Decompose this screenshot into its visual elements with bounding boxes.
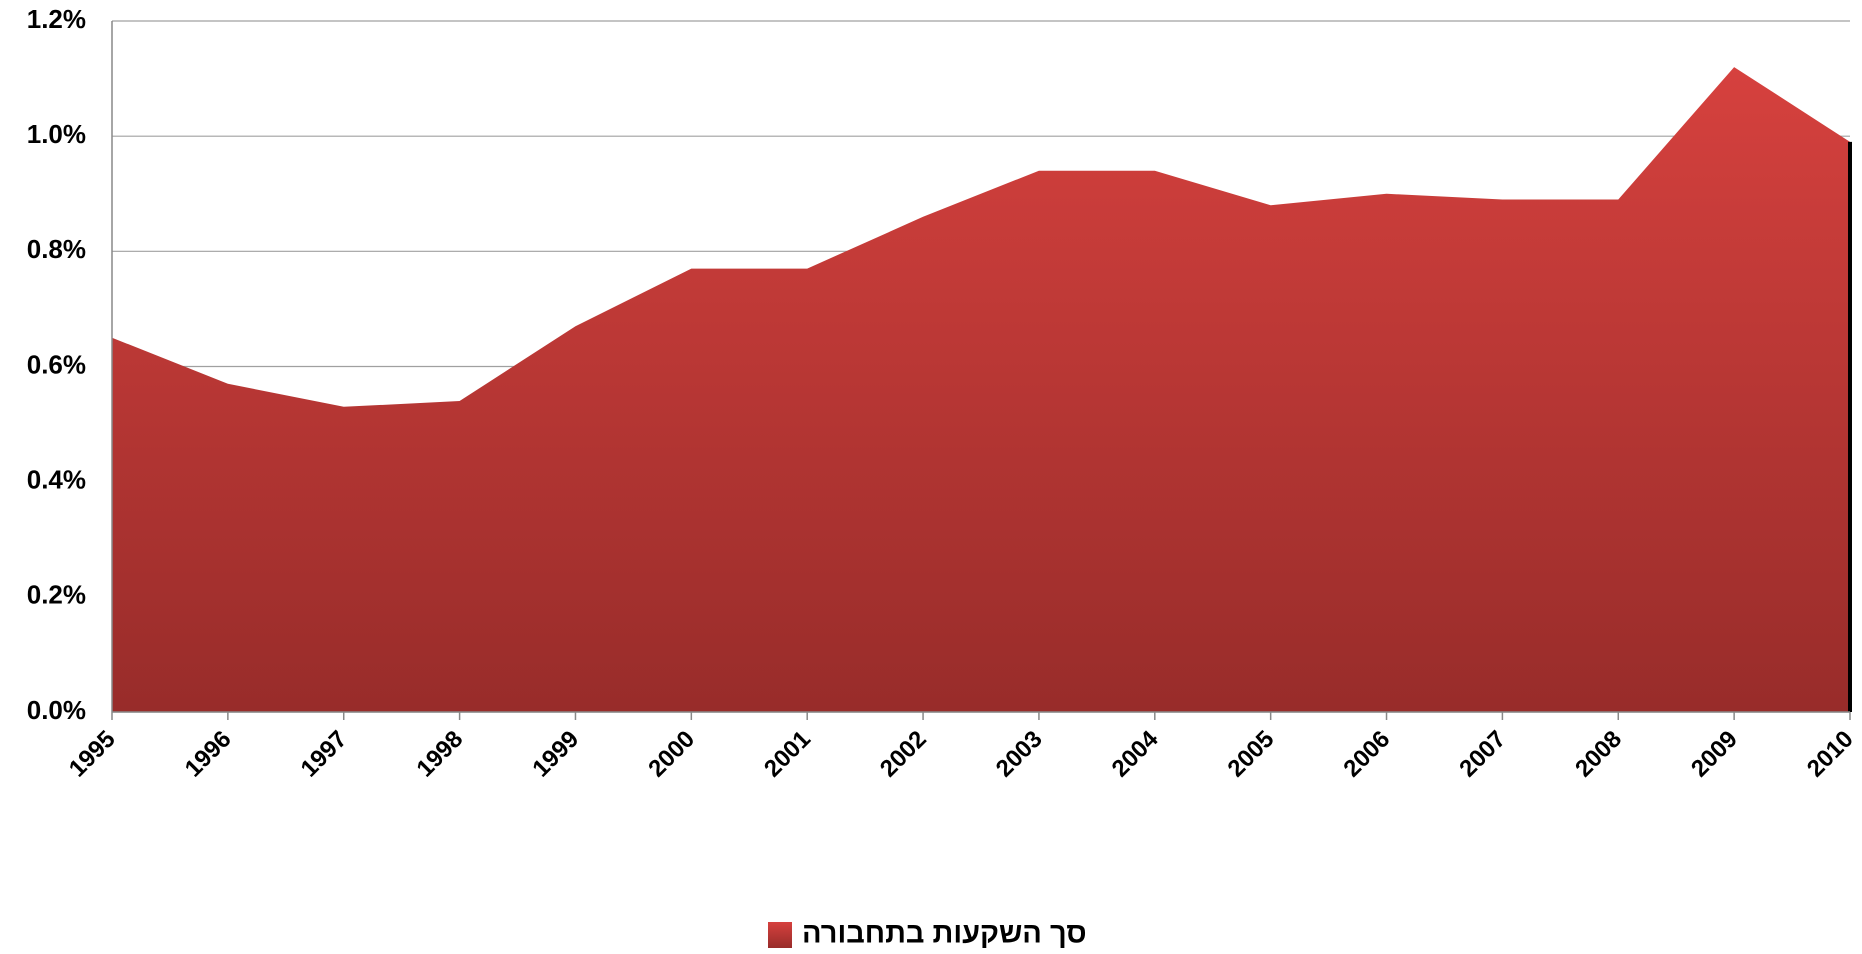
x-tick-label: 2000 xyxy=(643,726,700,783)
y-tick-label: 0.6% xyxy=(27,349,86,379)
y-tick-label: 1.0% xyxy=(27,119,86,149)
x-tick-label: 1997 xyxy=(296,726,353,783)
x-tick-label: 2004 xyxy=(1107,725,1164,782)
y-tick-label: 1.2% xyxy=(27,4,86,34)
area xyxy=(112,67,1850,713)
x-tick-label: 2006 xyxy=(1338,726,1395,783)
x-tick-label: 1999 xyxy=(527,726,584,783)
x-tick-label: 1996 xyxy=(180,726,237,783)
x-tick-label: 2002 xyxy=(875,726,932,783)
y-tick-label: 0.4% xyxy=(27,465,86,495)
y-tick-label: 0.2% xyxy=(27,580,86,610)
x-tick-label: 2009 xyxy=(1686,726,1743,783)
y-tick-label: 0.0% xyxy=(27,695,86,725)
x-tick-label: 1995 xyxy=(64,726,121,783)
legend-label: סך השקעות בתחבורה xyxy=(802,918,1087,950)
x-tick-label: 2007 xyxy=(1454,726,1511,783)
legend-swatch xyxy=(768,922,792,948)
x-tick-label: 2008 xyxy=(1570,726,1627,783)
x-tick-label: 2005 xyxy=(1223,726,1280,783)
x-tick-label: 2001 xyxy=(759,726,816,783)
y-tick-label: 0.8% xyxy=(27,234,86,264)
x-tick-label: 1998 xyxy=(411,726,468,783)
x-tick-label: 2003 xyxy=(991,726,1048,783)
x-tick-label: 2010 xyxy=(1802,726,1859,783)
